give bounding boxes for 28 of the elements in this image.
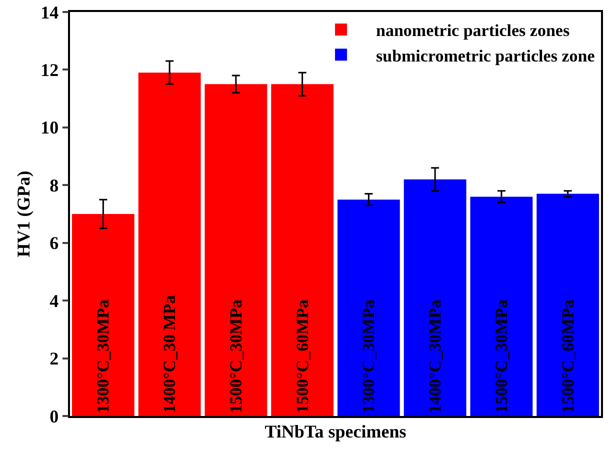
bar <box>271 84 334 416</box>
y-tick-label: 2 <box>50 348 59 369</box>
x-tick-label: 1500°C_60MPa <box>292 298 312 413</box>
x-tick-label: 1300°C_30MPa <box>94 298 113 413</box>
y-tick-label: 10 <box>40 118 59 138</box>
y-tick-label: 14 <box>40 2 59 22</box>
bar <box>138 72 201 416</box>
y-tick-label: 6 <box>50 233 59 254</box>
x-tick-label: 1400°C_30MPa <box>426 298 445 413</box>
x-tick-label: 1500°C_30MPa <box>226 298 246 413</box>
bar <box>72 214 134 416</box>
x-tick-label: 1300°C_30MPa <box>359 298 378 413</box>
y-axis-title: HV1 (GPa) <box>13 170 34 258</box>
y-tick-label: 4 <box>50 290 59 311</box>
bar <box>204 84 268 416</box>
x-tick-label: 1400°C_30 MPa <box>160 294 180 413</box>
x-axis-title: TiNbTa specimens <box>264 421 406 442</box>
x-tick-label: 1500°C_30MPa <box>492 298 511 413</box>
legend-label: nanometric particles zones <box>376 21 570 40</box>
bar <box>470 196 533 416</box>
legend-label: submicrometric particles zone <box>376 46 596 66</box>
bar <box>337 200 400 416</box>
y-tick-label: 0 <box>50 406 59 426</box>
y-tick-label: 12 <box>40 60 59 80</box>
bar <box>404 179 466 416</box>
x-tick-label: 1500°C_60MPa <box>558 298 578 413</box>
y-tick-label: 8 <box>50 175 59 196</box>
bar <box>536 194 600 416</box>
